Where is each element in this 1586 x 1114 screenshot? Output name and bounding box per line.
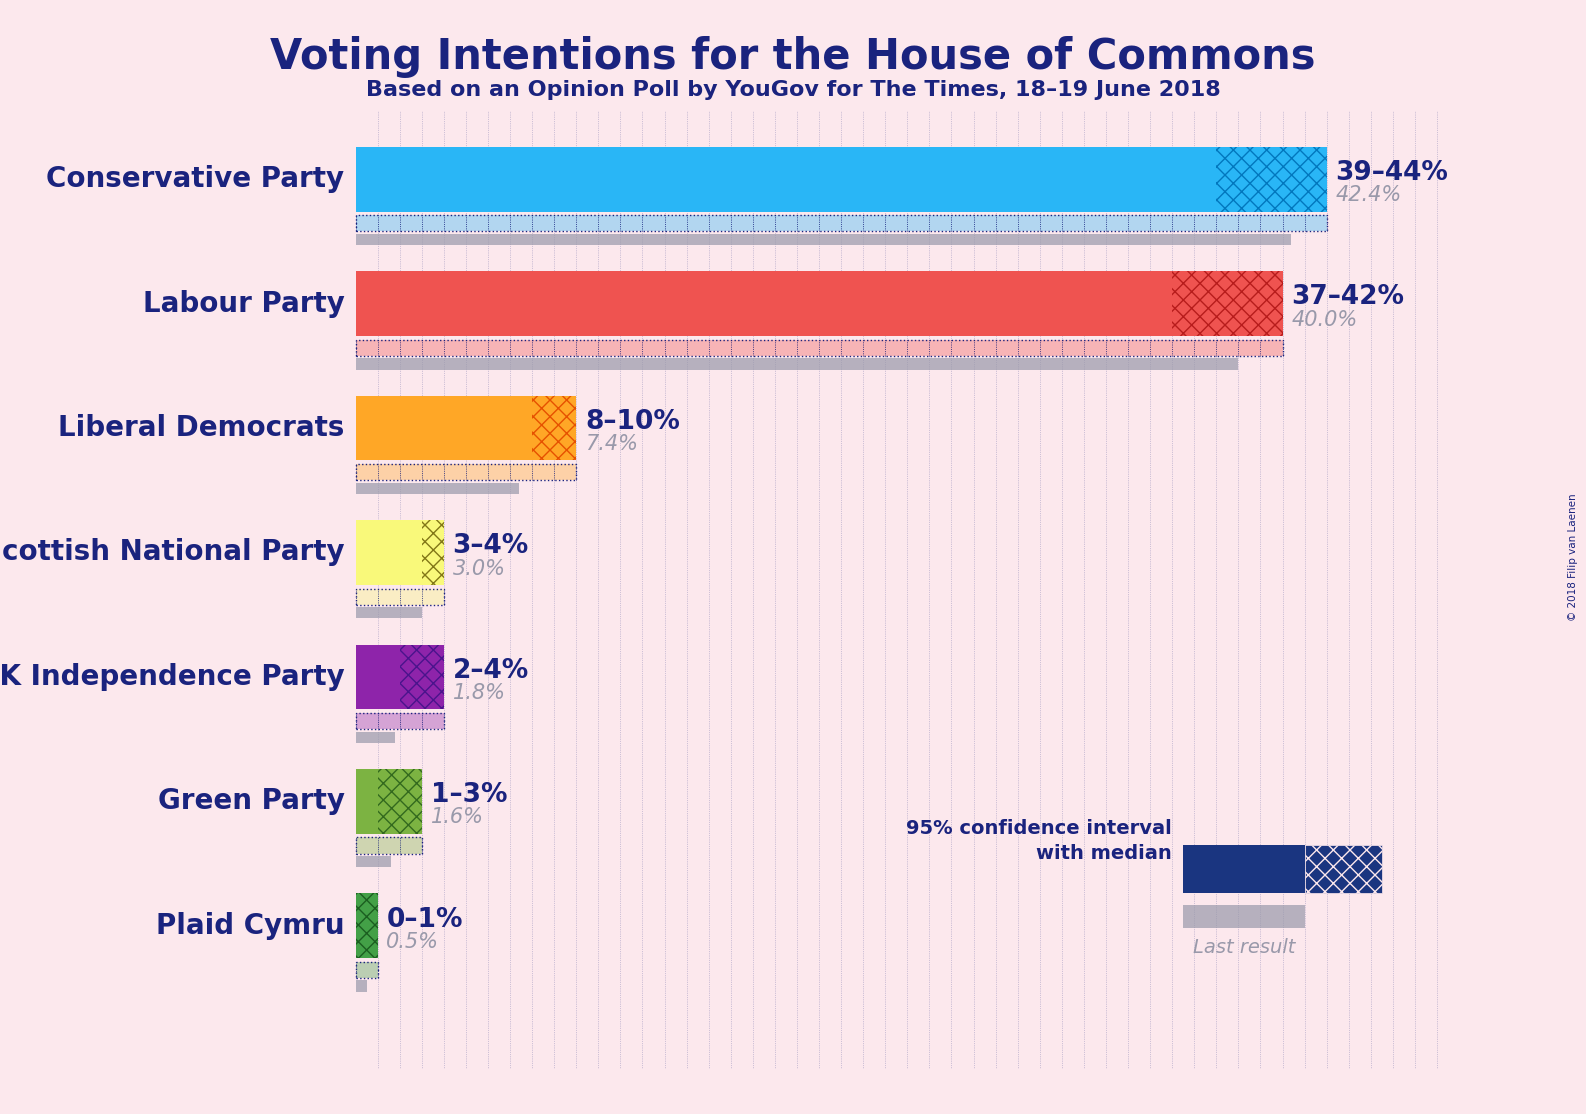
Text: 0.5%: 0.5% [387, 932, 439, 951]
Bar [355, 588, 444, 605]
Bar [355, 215, 1327, 232]
Text: 95% confidence interval
with median: 95% confidence interval with median [907, 819, 1172, 863]
Text: © 2018 Filip van Laenen: © 2018 Filip van Laenen [1569, 494, 1578, 620]
Text: 39–44%: 39–44% [1335, 160, 1448, 186]
Bar [355, 147, 1216, 212]
Text: 42.4%: 42.4% [1335, 185, 1402, 205]
Bar [355, 713, 444, 730]
Text: 8–10%: 8–10% [585, 409, 680, 434]
Bar [355, 961, 377, 978]
Bar [422, 520, 444, 585]
Bar [355, 838, 422, 853]
Bar [400, 645, 444, 710]
Bar [1305, 846, 1381, 892]
Text: Green Party: Green Party [157, 788, 344, 815]
Bar [355, 645, 400, 710]
Text: 0–1%: 0–1% [387, 907, 463, 932]
Text: Labour Party: Labour Party [143, 290, 344, 317]
Text: 37–42%: 37–42% [1291, 284, 1404, 311]
Bar [377, 769, 422, 833]
Bar [355, 272, 1172, 336]
Text: 40.0%: 40.0% [1291, 310, 1358, 330]
Text: 2–4%: 2–4% [452, 657, 528, 684]
Bar [355, 856, 390, 868]
Bar [355, 234, 1291, 245]
Bar [533, 395, 576, 460]
Text: UK Independence Party: UK Independence Party [0, 663, 344, 691]
Text: 3–4%: 3–4% [452, 534, 528, 559]
Text: 1.6%: 1.6% [430, 808, 484, 828]
Text: Based on an Opinion Poll by YouGov for The Times, 18–19 June 2018: Based on an Opinion Poll by YouGov for T… [366, 80, 1220, 100]
Text: Voting Intentions for the House of Commons: Voting Intentions for the House of Commo… [270, 36, 1316, 78]
Bar [355, 961, 377, 978]
Text: Liberal Democrats: Liberal Democrats [59, 414, 344, 442]
Bar [355, 340, 1283, 355]
Bar [1183, 846, 1305, 892]
Bar [355, 713, 444, 730]
Bar [355, 980, 366, 991]
Bar [355, 838, 422, 853]
Bar [355, 465, 576, 480]
Text: 1–3%: 1–3% [430, 782, 508, 808]
Text: Plaid Cymru: Plaid Cymru [155, 911, 344, 940]
Bar [1172, 272, 1283, 336]
Bar [355, 359, 1239, 370]
Text: Scottish National Party: Scottish National Party [0, 538, 344, 567]
Text: Last result: Last result [1193, 938, 1296, 957]
Bar [355, 340, 1283, 355]
Bar [355, 607, 422, 618]
Text: 1.8%: 1.8% [452, 683, 506, 703]
Bar [355, 588, 444, 605]
Bar [355, 732, 395, 743]
Text: 7.4%: 7.4% [585, 434, 638, 455]
Bar [355, 465, 576, 480]
Bar [355, 395, 533, 460]
Bar [355, 215, 1327, 232]
Bar [355, 482, 519, 494]
Text: Conservative Party: Conservative Party [46, 165, 344, 193]
Bar [355, 893, 377, 958]
Text: 3.0%: 3.0% [452, 558, 506, 578]
Bar [355, 520, 422, 585]
Bar [1183, 906, 1305, 928]
Bar [1216, 147, 1327, 212]
Bar [355, 769, 377, 833]
